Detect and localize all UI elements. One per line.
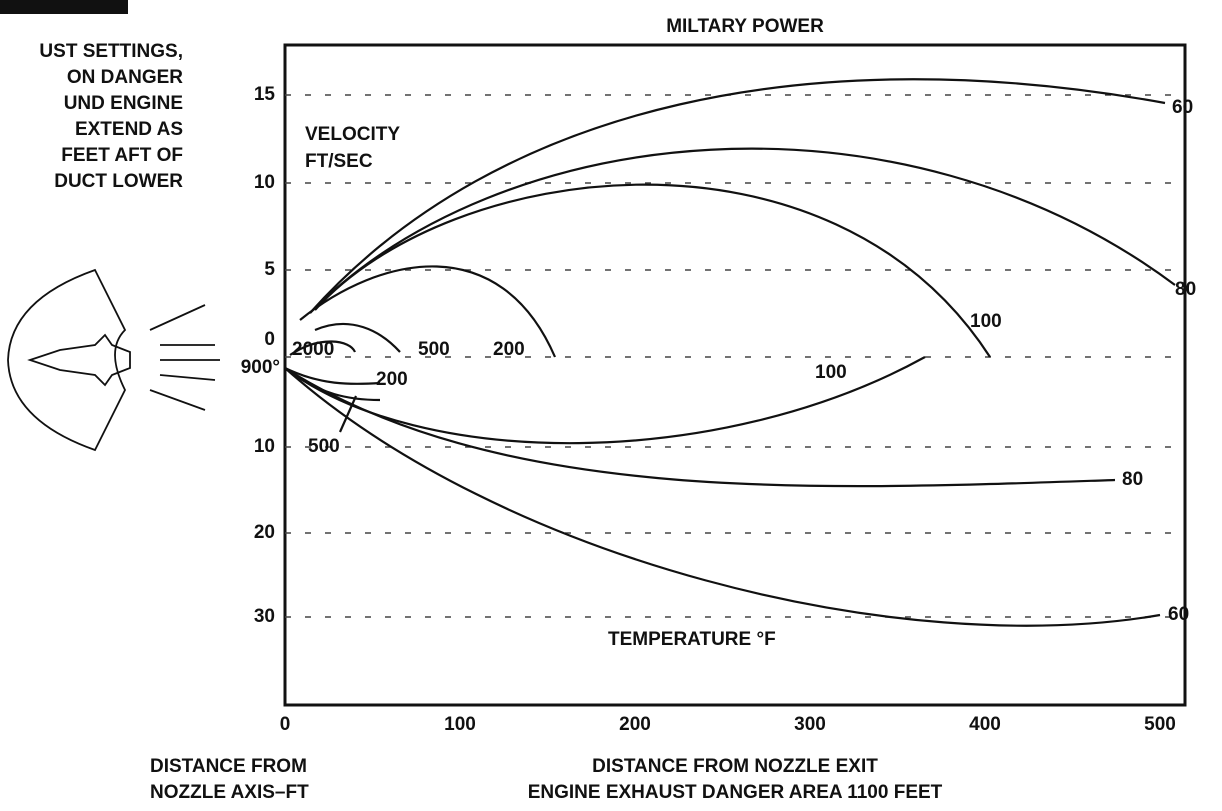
curve bbox=[310, 79, 1165, 313]
curve-label: 500 bbox=[308, 436, 340, 457]
side-line: DUCT LOWER bbox=[54, 171, 183, 192]
curve-label: 100 bbox=[815, 362, 847, 383]
curve bbox=[285, 368, 1115, 486]
temperature-title: TEMPERATURE °F bbox=[608, 629, 776, 650]
curve-label: 60 bbox=[1168, 604, 1189, 625]
y-tick-label: 0 bbox=[264, 329, 275, 350]
x-title: DISTANCE FROM NOZZLE EXIT bbox=[592, 756, 878, 777]
side-line: EXTEND AS bbox=[75, 119, 183, 140]
side-text: UST SETTINGS, ON DANGER UND ENGINE EXTEN… bbox=[39, 41, 183, 192]
y-tick-label: 15 bbox=[254, 84, 276, 105]
figure: UST SETTINGS, ON DANGER UND ENGINE EXTEN… bbox=[0, 0, 1222, 806]
y-tick-label: 10 bbox=[254, 436, 275, 457]
curve-label: 80 bbox=[1175, 279, 1196, 300]
side-line: ON DANGER bbox=[67, 67, 183, 88]
curve bbox=[310, 149, 1175, 313]
x-tick-label: 0 bbox=[280, 714, 291, 735]
y-tick-label: 30 bbox=[254, 606, 275, 627]
y-title-line: NOZZLE AXIS–FT bbox=[150, 782, 309, 803]
x-tick-label: 400 bbox=[969, 714, 1001, 735]
x-tick-label: 200 bbox=[619, 714, 651, 735]
curve-label: 200 bbox=[493, 339, 525, 360]
curve bbox=[285, 368, 1160, 626]
side-line: FEET AFT OF bbox=[61, 145, 183, 166]
x-tick-label: 500 bbox=[1144, 714, 1176, 735]
curve-label: 60 bbox=[1172, 97, 1193, 118]
x-tick-label: 100 bbox=[444, 714, 476, 735]
x-tick-label: 300 bbox=[794, 714, 826, 735]
y-tick-label: 10 bbox=[254, 172, 275, 193]
side-line: UST SETTINGS, bbox=[39, 41, 183, 62]
x-ticks: 0 100 200 300 400 500 bbox=[280, 714, 1176, 735]
velocity-title: VELOCITY bbox=[305, 124, 400, 145]
bar bbox=[0, 0, 128, 14]
footer: ENGINE EXHAUST DANGER AREA 1100 FEET bbox=[528, 782, 943, 803]
aircraft-icon bbox=[8, 270, 220, 450]
side-line: UND ENGINE bbox=[64, 93, 183, 114]
title: MILTARY POWER bbox=[666, 16, 824, 37]
curve-label: 80 bbox=[1122, 469, 1143, 490]
curve-label: 500 bbox=[418, 339, 450, 360]
curve-label: 2000 bbox=[292, 339, 334, 360]
y-tick-label: 5 bbox=[264, 259, 275, 280]
plot-frame bbox=[285, 45, 1185, 705]
y-tick-label: 20 bbox=[254, 522, 275, 543]
origin-label: 900° bbox=[241, 357, 280, 378]
curve-label: 100 bbox=[970, 311, 1002, 332]
velocity-title: FT/SEC bbox=[305, 151, 373, 172]
y-ticks: 15 10 5 0 900° 10 20 30 bbox=[241, 84, 280, 627]
curve-label: 200 bbox=[376, 369, 408, 390]
curve bbox=[315, 185, 990, 357]
